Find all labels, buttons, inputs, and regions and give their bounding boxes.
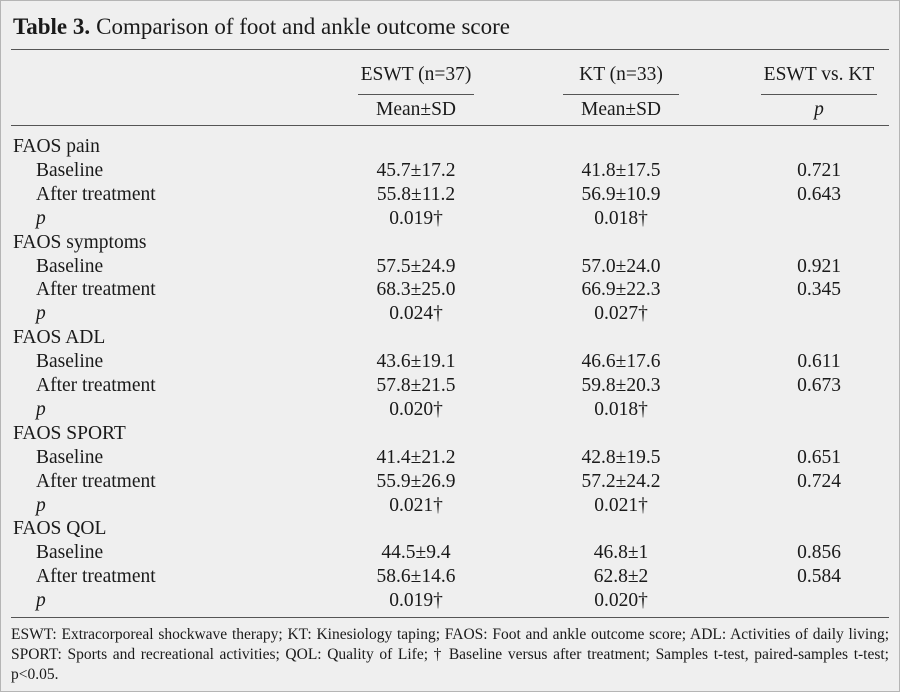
data-cell: 57.8±21.5 [376, 375, 456, 396]
data-cell: 57.5±24.9 [376, 255, 456, 277]
row-label: p [36, 590, 46, 612]
column-sub-header: Mean±SD [580, 99, 662, 120]
data-cell: 0.721 [797, 159, 841, 181]
column-group-header: KT (n=33) [579, 64, 663, 85]
data-cell: 0.673 [797, 375, 841, 396]
footnote: ESWT: Extracorporeal shockwave therapy; … [11, 626, 889, 683]
data-cell: 0.020† [594, 590, 648, 612]
section-label: FAOS ADL [13, 327, 106, 349]
data-cell: 0.018† [594, 207, 648, 229]
row-label: p [36, 303, 46, 325]
data-cell: 46.6±17.6 [581, 351, 661, 373]
data-cell: 55.9±26.9 [376, 470, 456, 492]
data-cell: 42.8±19.5 [581, 446, 661, 468]
column-group-header: ESWT vs. KT [763, 64, 875, 85]
data-cell: 41.4±21.2 [376, 446, 456, 468]
column-group-rule [358, 94, 474, 95]
section-label: FAOS QOL [13, 518, 107, 540]
row-label: p [36, 207, 46, 229]
row-label: After treatment [36, 183, 156, 205]
data-cell: 68.3±25.0 [376, 279, 456, 301]
row-label: p [36, 398, 46, 420]
data-cell: 0.018† [594, 398, 648, 420]
data-cell: 0.345 [797, 279, 841, 301]
data-cell: 66.9±22.3 [581, 279, 661, 301]
row-label: After treatment [36, 375, 156, 396]
column-group-rule [761, 94, 877, 95]
data-cell: 0.584 [797, 566, 841, 588]
row-label: After treatment [36, 279, 156, 301]
data-cell: 44.5±9.4 [381, 542, 451, 564]
row-label: Baseline [36, 542, 104, 564]
data-cell: 57.0±24.0 [581, 255, 661, 277]
row-label: After treatment [36, 566, 156, 588]
column-sub-header: p [814, 99, 824, 120]
row-label: After treatment [36, 470, 156, 492]
column-sub-header: Mean±SD [375, 99, 457, 120]
data-cell: 59.8±20.3 [581, 375, 661, 396]
title-rule [11, 49, 889, 50]
column-group-rule [563, 94, 679, 95]
section-label: FAOS SPORT [13, 422, 126, 444]
data-cell: 57.2±24.2 [581, 470, 661, 492]
data-cell: 0.019† [389, 590, 443, 612]
section-label: FAOS pain [13, 136, 100, 157]
data-cell: 0.921 [797, 255, 841, 277]
row-label: Baseline [36, 351, 104, 373]
data-cell: 46.8±1 [593, 542, 649, 564]
data-cell: 0.724 [797, 470, 841, 492]
data-cell: 0.856 [797, 542, 841, 564]
row-label: Baseline [36, 255, 104, 277]
header-rule [11, 125, 889, 126]
data-cell: 55.8±11.2 [376, 183, 456, 205]
data-cell: 58.6±14.6 [376, 566, 456, 588]
row-label: p [36, 494, 46, 516]
data-cell: 0.643 [797, 183, 841, 205]
column-group-header: ESWT (n=37) [360, 64, 472, 85]
section-label: FAOS symptoms [13, 231, 147, 253]
table-label: Table 3. [13, 14, 91, 39]
data-cell: 0.020† [389, 398, 443, 420]
data-cell: 43.6±19.1 [376, 351, 456, 373]
data-cell: 56.9±10.9 [581, 183, 661, 205]
data-cell: 0.027† [594, 303, 648, 325]
table-caption: Comparison of foot and ankle outcome sco… [96, 14, 511, 39]
data-cell: 0.024† [389, 303, 443, 325]
row-label: Baseline [36, 159, 104, 181]
data-cell: 0.021† [594, 494, 648, 516]
table-bottom-rule [11, 617, 889, 618]
data-cell: 0.651 [797, 446, 841, 468]
data-cell: 0.021† [389, 494, 443, 516]
row-label: Baseline [36, 446, 104, 468]
table-title: Table 3. Comparison of foot and ankle out… [13, 14, 510, 40]
data-cell: 0.611 [797, 351, 841, 373]
data-cell: 45.7±17.2 [376, 159, 456, 181]
data-cell: 62.8±2 [593, 566, 649, 588]
data-cell: 41.8±17.5 [581, 159, 661, 181]
data-cell: 0.019† [389, 207, 443, 229]
